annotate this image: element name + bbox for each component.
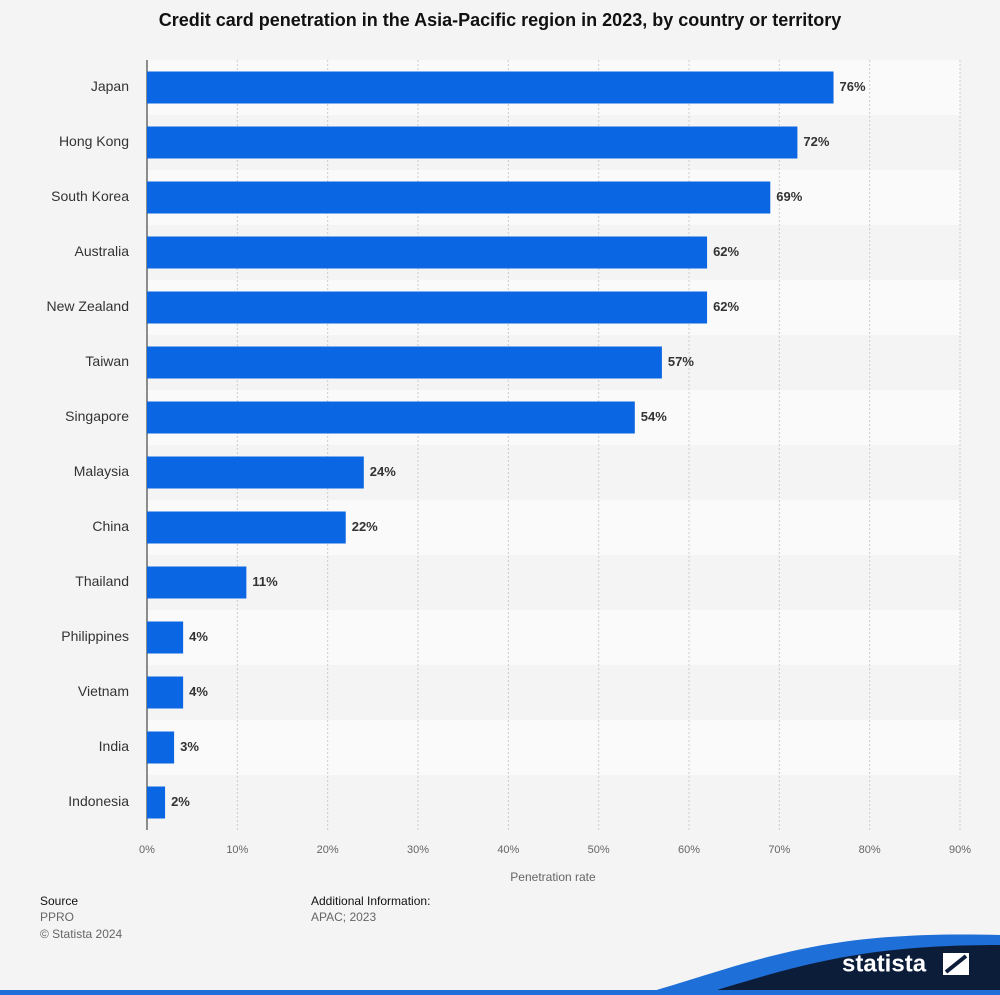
logo-text: statista [842,950,927,977]
value-label: 24% [370,464,396,479]
bar [147,236,708,269]
value-label: 11% [252,574,278,589]
y-tick-label: Thailand [75,573,129,589]
logo-band [700,945,1000,995]
value-label: 76% [840,79,866,94]
bar [147,126,798,159]
y-tick-label: India [99,738,130,754]
bottom-bar [0,990,1000,995]
x-tick-label: 10% [226,844,248,856]
copyright: © Statista 2024 [40,927,123,941]
y-tick-label: Hong Kong [59,133,129,149]
y-tick-label: Malaysia [74,463,129,479]
bar [147,676,184,709]
value-label: 62% [713,299,739,314]
value-label: 54% [641,409,667,424]
y-tick-label: Taiwan [85,353,129,369]
row-band [147,555,960,610]
x-tick-label: 0% [139,844,155,856]
value-label: 2% [171,794,190,809]
source: PPRO [40,910,74,924]
y-tick-label: Singapore [65,408,129,424]
y-tick-label: Philippines [61,628,129,644]
bar [147,181,771,214]
value-label: 4% [189,684,208,699]
info: APAC; 2023 [311,910,376,924]
bar [147,786,166,819]
value-label: 72% [803,134,829,149]
value-label: 57% [668,354,694,369]
x-tick-label: 70% [768,844,790,856]
bar [147,621,184,654]
bar [147,566,247,599]
y-tick-label: Japan [91,78,129,94]
y-tick-label: Vietnam [78,683,129,699]
y-tick-label: Australia [75,243,130,259]
x-tick-label: 20% [317,844,339,856]
bar [147,511,346,544]
x-tick-label: 60% [678,844,700,856]
chart-title: Credit card penetration in the Asia-Paci… [159,10,842,30]
row-band [147,665,960,720]
bar [147,346,662,379]
bar [147,71,834,104]
row-band [147,775,960,830]
y-tick-label: China [92,518,129,534]
x-tick-label: 30% [407,844,429,856]
y-tick-label: South Korea [51,188,129,204]
x-tick-label: 80% [859,844,881,856]
bar [147,456,364,489]
x-tick-label: 90% [949,844,971,856]
bar [147,731,175,764]
row-band [147,610,960,665]
value-label: 62% [713,244,739,259]
x-axis-label: Penetration rate [510,870,596,884]
row-band [147,720,960,775]
value-label: 22% [352,519,378,534]
x-tick-label: 40% [497,844,519,856]
info-heading: Additional Information: [311,894,430,908]
value-label: 69% [776,189,802,204]
value-label: 3% [180,739,199,754]
bar [147,291,708,324]
logo-icon-slash [944,954,968,974]
x-tick-label: 50% [588,844,610,856]
bar [147,401,635,434]
y-tick-label: Indonesia [68,793,129,809]
source-heading: Source [40,894,78,908]
y-tick-label: New Zealand [47,298,130,314]
value-label: 4% [189,629,208,644]
